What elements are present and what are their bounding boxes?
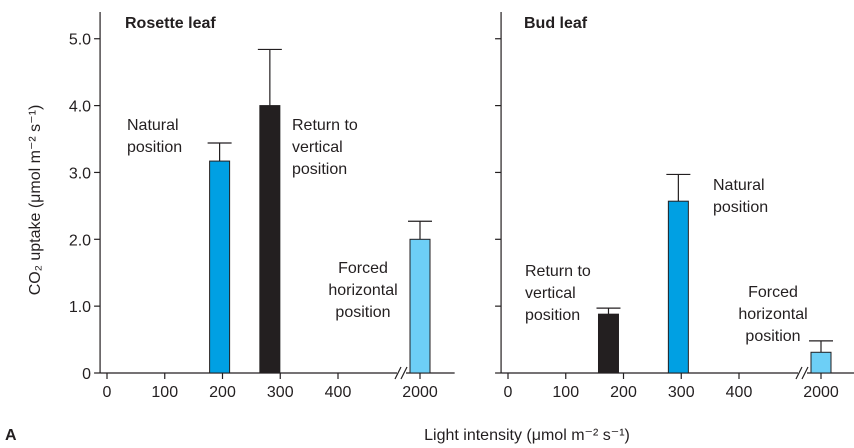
x-axis-label: Light intensity (μmol m⁻² s⁻¹) bbox=[424, 427, 630, 444]
annotation: Forced bbox=[748, 284, 798, 301]
x-tick-label: 400 bbox=[325, 384, 352, 401]
x-tick-label: 400 bbox=[726, 384, 753, 401]
annotation: position bbox=[335, 304, 390, 321]
axis-break bbox=[795, 366, 803, 380]
annotation: position bbox=[292, 161, 347, 178]
annotation: horizontal bbox=[328, 282, 397, 299]
annotation: Natural bbox=[127, 117, 179, 134]
x-tick-label: 0 bbox=[504, 384, 513, 401]
annotation: Return to bbox=[292, 117, 358, 134]
panel-label: A bbox=[5, 427, 17, 444]
bar bbox=[810, 351, 832, 374]
annotation: position bbox=[745, 328, 800, 345]
annotation: horizontal bbox=[738, 306, 807, 323]
x-tick-label: 300 bbox=[267, 384, 294, 401]
y-tick-label: 4.0 bbox=[69, 99, 91, 116]
x-tick-label: 2000 bbox=[803, 384, 839, 401]
x-tick-label: 200 bbox=[610, 384, 637, 401]
x-tick-label: 200 bbox=[209, 384, 236, 401]
axis-break bbox=[394, 366, 402, 380]
panel-title: Bud leaf bbox=[524, 15, 588, 32]
x-tick-label: 2000 bbox=[402, 384, 438, 401]
x-tick-label: 300 bbox=[668, 384, 695, 401]
y-tick-label: 1.0 bbox=[69, 299, 91, 316]
axis-break bbox=[801, 366, 809, 380]
x-tick-label: 100 bbox=[552, 384, 579, 401]
annotation: Natural bbox=[713, 177, 765, 194]
annotation: vertical bbox=[292, 139, 343, 156]
annotation: Forced bbox=[338, 260, 388, 277]
x-tick-label: 0 bbox=[103, 384, 112, 401]
y-axis-label: CO₂ uptake (μmol m⁻² s⁻¹) bbox=[27, 105, 44, 296]
annotation: position bbox=[713, 199, 768, 216]
annotation: Return to bbox=[525, 263, 591, 280]
y-tick-label: 5.0 bbox=[69, 32, 91, 49]
bar bbox=[409, 238, 431, 374]
axis-break bbox=[400, 366, 408, 380]
panel-title: Rosette leaf bbox=[125, 15, 216, 32]
y-tick-label: 2.0 bbox=[69, 232, 91, 249]
annotation: vertical bbox=[525, 285, 576, 302]
bar bbox=[209, 160, 231, 374]
x-tick-label: 100 bbox=[151, 384, 178, 401]
bar bbox=[597, 313, 619, 374]
annotation: position bbox=[127, 139, 182, 156]
bar bbox=[667, 200, 689, 374]
annotation: position bbox=[525, 307, 580, 324]
bar bbox=[259, 105, 281, 374]
y-tick-label: 3.0 bbox=[69, 165, 91, 182]
y-tick-label: 0 bbox=[82, 366, 91, 383]
